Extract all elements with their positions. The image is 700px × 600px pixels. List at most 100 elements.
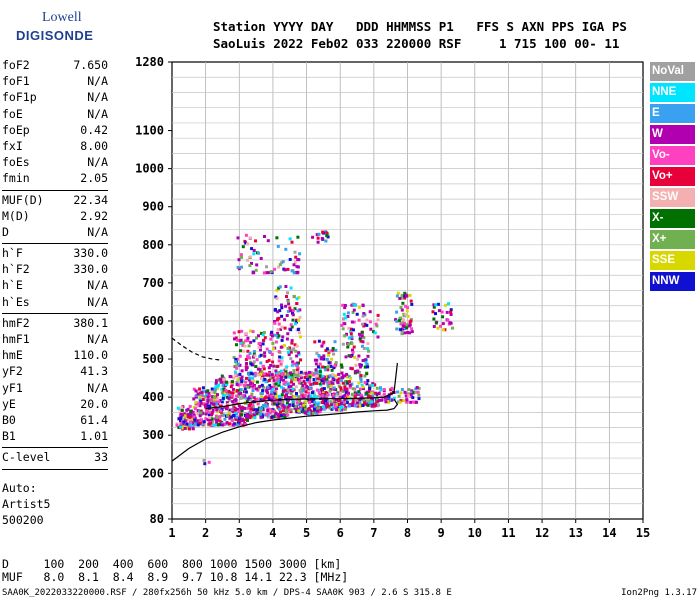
param-value: N/A xyxy=(87,380,108,395)
echo-point xyxy=(290,341,294,345)
echo-point xyxy=(366,403,370,407)
echo-point xyxy=(234,410,238,414)
echo-point xyxy=(292,271,296,275)
echo-point xyxy=(366,394,370,398)
echo-point xyxy=(317,354,321,357)
echo-point xyxy=(208,416,212,419)
echo-point xyxy=(216,386,220,390)
echo-point xyxy=(196,402,200,406)
echo-point xyxy=(329,364,333,368)
echo-point xyxy=(269,364,273,367)
echo-point xyxy=(250,247,254,251)
echo-point xyxy=(314,368,318,372)
echo-point xyxy=(339,386,343,390)
echo-point xyxy=(277,286,281,290)
echo-point xyxy=(440,310,444,314)
echo-point xyxy=(399,399,403,403)
echo-point xyxy=(380,398,384,402)
param-label: D xyxy=(2,224,9,239)
echo-point xyxy=(222,387,226,391)
echo-point xyxy=(292,369,296,373)
echo-point xyxy=(251,362,255,366)
echo-point xyxy=(222,413,225,417)
echo-point xyxy=(298,308,302,312)
echo-point xyxy=(294,255,298,259)
y-tick-label: 300 xyxy=(142,428,164,442)
param-label: B1 xyxy=(2,429,16,444)
echo-point xyxy=(255,336,258,340)
echo-point xyxy=(316,376,320,380)
param-value: 8.00 xyxy=(80,138,108,153)
echo-point xyxy=(295,368,299,372)
echo-point xyxy=(274,369,278,373)
legend-item: Vo- xyxy=(650,146,695,165)
echo-point xyxy=(371,383,375,387)
echo-point xyxy=(439,324,442,328)
echo-point xyxy=(268,349,271,353)
echo-point xyxy=(256,402,260,406)
echo-point xyxy=(276,413,280,417)
echo-point xyxy=(251,381,254,384)
echo-point xyxy=(352,308,356,312)
echo-point xyxy=(243,344,247,348)
echo-point xyxy=(278,309,282,313)
echo-point xyxy=(212,423,216,427)
echo-point xyxy=(277,350,281,354)
echo-point xyxy=(252,396,256,400)
echo-point xyxy=(352,399,356,402)
echo-point xyxy=(210,387,214,391)
echo-point xyxy=(209,423,213,427)
param-label: yF2 xyxy=(2,364,23,379)
echo-point xyxy=(322,354,326,358)
echo-point xyxy=(413,400,417,404)
echo-point xyxy=(286,267,290,271)
echo-point xyxy=(286,382,290,386)
echo-point xyxy=(280,338,284,342)
echo-point xyxy=(242,349,246,353)
auto-line-1: Auto: xyxy=(2,481,37,495)
echo-point xyxy=(263,354,267,358)
echo-point xyxy=(249,398,253,401)
echo-point xyxy=(363,322,367,326)
echo-point xyxy=(343,385,347,389)
echo-point xyxy=(301,389,305,392)
echo-point xyxy=(342,400,346,404)
echo-point xyxy=(405,294,409,298)
echo-point xyxy=(347,326,351,330)
echo-point xyxy=(365,318,369,322)
echo-point xyxy=(343,398,347,402)
echo-point xyxy=(231,394,234,398)
echo-point xyxy=(376,313,380,317)
echo-point xyxy=(289,395,293,399)
echo-point xyxy=(403,296,407,300)
echo-point xyxy=(276,318,279,322)
echo-point xyxy=(238,354,242,358)
param-value: N/A xyxy=(87,278,108,293)
echo-point xyxy=(344,316,348,320)
logo-line2: DIGISONDE xyxy=(16,28,94,43)
echo-point xyxy=(226,413,229,417)
echo-point xyxy=(324,239,328,243)
echo-point xyxy=(340,323,344,327)
echo-point xyxy=(247,378,251,382)
echo-point xyxy=(311,411,315,415)
echo-point xyxy=(210,413,213,417)
echo-point xyxy=(214,381,218,385)
echo-point xyxy=(324,349,328,353)
echo-point xyxy=(293,378,297,382)
echo-point xyxy=(288,375,292,379)
echo-point xyxy=(280,261,284,265)
x-tick-label: 11 xyxy=(501,526,515,540)
echo-point xyxy=(277,316,281,320)
echo-point xyxy=(287,302,291,306)
echo-point xyxy=(232,388,235,391)
echo-point xyxy=(368,310,372,314)
echo-point xyxy=(207,392,211,395)
echo-point xyxy=(451,326,454,330)
echo-point xyxy=(363,374,367,378)
echo-point xyxy=(299,402,303,406)
echo-point xyxy=(210,398,214,401)
echo-point xyxy=(325,231,329,235)
param-row: h`F 330.0 xyxy=(2,246,110,262)
echo-point xyxy=(258,368,262,372)
